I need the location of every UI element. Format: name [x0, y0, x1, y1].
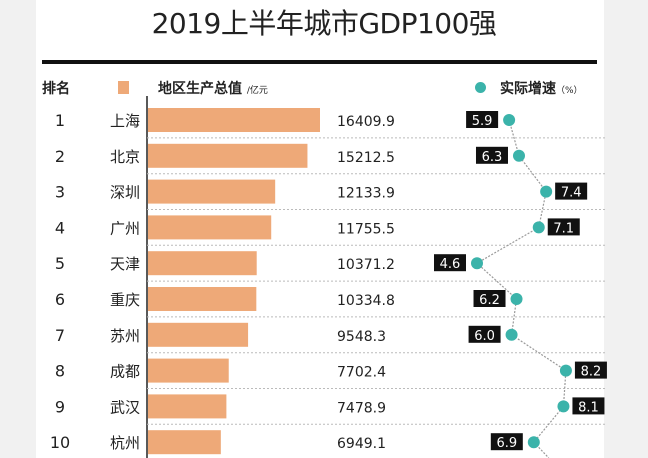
gdp-bar	[148, 394, 227, 419]
city-label: 重庆	[110, 291, 140, 309]
city-label: 天津	[110, 255, 140, 273]
growth-label-box	[572, 397, 605, 415]
city-label: 深圳	[110, 184, 140, 202]
rank-label: 8	[55, 362, 65, 381]
rank-label: 4	[55, 218, 65, 237]
growth-value-label: 6.0	[474, 329, 495, 344]
growth-label-box	[473, 290, 506, 307]
city-label: 武汉	[110, 398, 140, 416]
growth-line	[475, 119, 567, 458]
rank-label: 9	[55, 397, 65, 416]
growth-point	[471, 257, 483, 270]
growth-legend-label: 实际增速	[500, 81, 556, 97]
gdp-bar	[148, 215, 272, 240]
city-label: 成都	[110, 363, 140, 381]
city-label: 上海	[110, 112, 140, 130]
growth-value-label: 6.2	[479, 293, 500, 308]
growth-label-box	[466, 111, 499, 128]
gdp-value-label: 15212.5	[337, 150, 395, 166]
growth-legend-unit: （%）	[556, 86, 583, 96]
growth-point	[532, 221, 545, 234]
gdp-bar	[148, 108, 320, 132]
gdp-bar	[148, 287, 257, 311]
rank-header: 排名	[42, 81, 70, 97]
growth-value-label: 7.4	[561, 186, 582, 201]
rank-label: 1	[55, 111, 65, 130]
growth-point	[503, 114, 516, 126]
gdp-legend-label: 地区生产总值	[158, 81, 242, 97]
growth-value-label: 8.1	[578, 400, 599, 415]
rank-label: 2	[55, 147, 65, 166]
gdp-value-label: 9548.3	[337, 329, 386, 345]
gdp-bar	[148, 358, 229, 383]
gdp-bar	[148, 430, 221, 455]
growth-point	[505, 328, 518, 341]
growth-value-label: 7.1	[553, 221, 574, 236]
growth-label-box	[434, 254, 466, 272]
growth-label-box	[475, 146, 508, 164]
rank-label: 6	[55, 290, 65, 309]
growth-point	[512, 149, 525, 162]
rank-label: 7	[55, 326, 65, 345]
city-label: 北京	[110, 148, 140, 166]
gdp-value-label: 10334.8	[337, 293, 395, 309]
gdp-legend-unit: /亿元	[246, 86, 268, 96]
gdp-value-label: 6949.1	[337, 436, 386, 452]
gdp-value-label: 7702.4	[337, 365, 386, 381]
growth-label-box	[468, 325, 501, 343]
gdp-value-label: 11755.5	[337, 221, 395, 237]
growth-value-label: 8.2	[581, 365, 602, 380]
growth-point	[540, 185, 553, 198]
growth-value-label: 6.3	[482, 150, 503, 165]
city-label: 苏州	[110, 327, 140, 345]
rank-label: 3	[55, 183, 65, 202]
gdp-bar	[148, 322, 249, 347]
growth-label-box	[555, 182, 588, 200]
gdp-bar	[148, 251, 257, 276]
growth-value-label: 4.6	[440, 257, 461, 272]
growth-point	[559, 364, 572, 377]
growth-point	[527, 436, 540, 449]
growth-label-box	[574, 361, 607, 379]
growth-label-box	[490, 433, 523, 451]
rank-label: 5	[55, 254, 65, 273]
gdp-value-label: 12133.9	[337, 186, 395, 202]
growth-value-label: 6.9	[496, 436, 517, 451]
growth-point	[510, 293, 523, 305]
rank-label: 10	[50, 433, 70, 452]
chart-title: 2019上半年城市GDP100强	[151, 7, 497, 40]
title-rule	[42, 60, 597, 64]
gdp-value-label: 16409.9	[337, 114, 395, 130]
gdp-value-label: 10371.2	[337, 257, 395, 273]
gdp-bar	[148, 143, 308, 168]
growth-point	[557, 400, 570, 413]
city-label: 广州	[110, 219, 140, 237]
gdp-bar	[148, 179, 276, 204]
chart-card	[36, 0, 604, 458]
gdp-value-label: 7478.9	[337, 400, 386, 416]
growth-label-box	[547, 218, 580, 236]
city-label: 杭州	[110, 434, 140, 452]
growth-value-label: 5.9	[472, 114, 493, 129]
growth-legend-dot	[475, 82, 486, 93]
gdp-legend-swatch	[118, 81, 129, 94]
